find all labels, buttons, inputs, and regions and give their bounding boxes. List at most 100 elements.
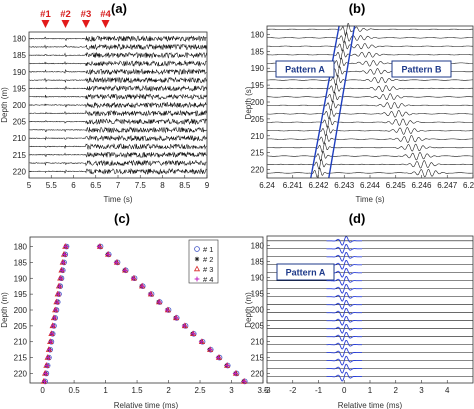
scatter-point: [105, 252, 111, 257]
event-marker: [61, 20, 70, 28]
x-tick-label: 1: [368, 386, 373, 395]
x-tick-label: 6.241: [283, 181, 304, 190]
scatter-point: [42, 379, 47, 384]
x-tick-label: 6.244: [360, 181, 381, 190]
panel-b-ylabel: Depth (s): [244, 86, 253, 119]
waveform-trace: [267, 109, 473, 120]
y-tick-label: 180: [251, 242, 265, 251]
y-tick-label: 195: [251, 81, 265, 90]
y-tick-label: 220: [14, 369, 28, 378]
scatter-point: [190, 331, 196, 337]
seismic-trace: [29, 151, 207, 159]
x-tick-label: 6.247: [437, 181, 458, 190]
panel-b-frame: [266, 25, 474, 179]
x-tick-label: 3: [229, 386, 234, 395]
pattern-a-box-b: Pattern A: [275, 60, 335, 78]
scatter-point: [139, 283, 145, 289]
scatter-point: [53, 307, 59, 313]
pattern-b-box: Pattern B: [391, 60, 452, 78]
panel-d-traces: [267, 236, 473, 382]
scatter-point: [224, 363, 230, 368]
scatter-point: [207, 347, 213, 353]
seismic-trace: [29, 118, 207, 125]
scatter-point: [96, 244, 102, 249]
x-tick-label: -1: [315, 386, 323, 395]
seismic-trace: [29, 168, 207, 175]
y-tick-label: 200: [251, 98, 265, 107]
x-tick-label: 3: [419, 386, 424, 395]
y-tick-label: 190: [251, 64, 265, 73]
y-tick-label: 185: [251, 47, 265, 56]
waveform-trace: [267, 91, 473, 103]
legend-label: # 4: [203, 275, 213, 284]
aligned-wavelet: [326, 283, 362, 294]
y-tick-label: 220: [251, 369, 265, 378]
legend-marker: [194, 256, 200, 262]
y-tick-label: 180: [14, 243, 28, 252]
event-marker-label: #4: [100, 9, 111, 20]
waveform-trace: [267, 125, 473, 136]
event-marker: [101, 20, 110, 28]
panel-a: #1 #2 #3 #4 5 5.5 6 6.5 7 7.5 8 8.5 9 180 185 190 195 20…: [0, 9, 210, 204]
y-tick-label: 210: [251, 337, 265, 346]
x-tick-label: 6.24: [259, 181, 275, 190]
panel-d: -3 -2 -1 0 1 2 3 4 180 185 190 195 200 205 210 215 220 P…: [244, 235, 474, 409]
x-tick-label: 2.5: [194, 386, 206, 395]
event-marker-label: #1: [40, 9, 51, 20]
panel-c-ticks: 0 0.5 1 1.5 2 2.5 3 3.5 180 185 190 195 200 205 210 215…: [14, 243, 269, 395]
panel-a-ticks: 5 5.5 6 6.5 7 7.5 8 8.5 9 180 185 190 195 200 205 210 21…: [13, 35, 210, 190]
x-tick-label: 4: [445, 386, 450, 395]
seismic-trace: [29, 68, 207, 76]
y-tick-label: 210: [14, 338, 28, 347]
legend-label: # 1: [203, 245, 213, 254]
panel-b-boundary-lines: [310, 25, 356, 179]
y-tick-label: 200: [14, 306, 28, 315]
panel-b-ticks: 6.24 6.241 6.242 6.243 6.244 6.245 6.246 6.247 6…: [251, 30, 474, 190]
y-tick-label: 220: [251, 166, 265, 175]
legend-marker: [194, 276, 200, 282]
scatter-point: [59, 267, 65, 273]
waveform-trace: [267, 31, 473, 44]
seismic-trace: [29, 126, 207, 134]
seismic-trace: [29, 85, 207, 92]
x-tick-label: -3: [263, 386, 271, 395]
x-tick-label: 5.5: [46, 181, 58, 190]
x-tick-label: 8.5: [179, 181, 191, 190]
x-tick-label: 7: [116, 181, 121, 190]
y-tick-label: 190: [14, 274, 28, 283]
scatter-point: [164, 307, 170, 313]
y-tick-label: 200: [13, 101, 27, 110]
scatter-point: [47, 347, 52, 353]
panel-label-b: (b): [349, 1, 366, 16]
event-marker-label: #2: [60, 9, 71, 20]
x-tick-label: 0: [40, 386, 45, 395]
scatter-point: [44, 363, 50, 368]
panel-d-ylabel: Depth (m): [244, 292, 253, 328]
x-tick-label: 6: [71, 181, 76, 190]
aligned-wavelet: [326, 339, 362, 350]
panel-a-markers: #1 #2 #3 #4: [40, 9, 112, 28]
scatter-point: [198, 339, 204, 345]
scatter-point: [215, 355, 221, 361]
panel-c-points: [40, 243, 248, 385]
y-tick-label: 180: [13, 35, 27, 44]
seismic-trace: [29, 60, 207, 67]
scatter-point: [147, 291, 153, 297]
panel-c-frame: [29, 236, 264, 384]
aligned-wavelet: [326, 371, 362, 382]
x-tick-label: 9: [205, 181, 210, 190]
x-tick-label: 6.5: [90, 181, 102, 190]
aligned-wavelet: [326, 355, 362, 366]
y-tick-label: 215: [13, 151, 27, 160]
aligned-wavelet: [326, 323, 362, 334]
x-tick-label: 8: [160, 181, 165, 190]
waveform-trace: [267, 49, 473, 60]
seismic-trace: [29, 101, 207, 109]
aligned-wavelet: [326, 236, 362, 246]
seismic-trace: [29, 35, 207, 43]
panel-b-xlabel: Time (s): [355, 195, 384, 204]
pattern-a-box-d: Pattern A: [276, 263, 335, 281]
y-tick-label: 205: [14, 322, 28, 331]
x-tick-label: 1: [103, 386, 108, 395]
waveform-trace: [266, 23, 473, 37]
